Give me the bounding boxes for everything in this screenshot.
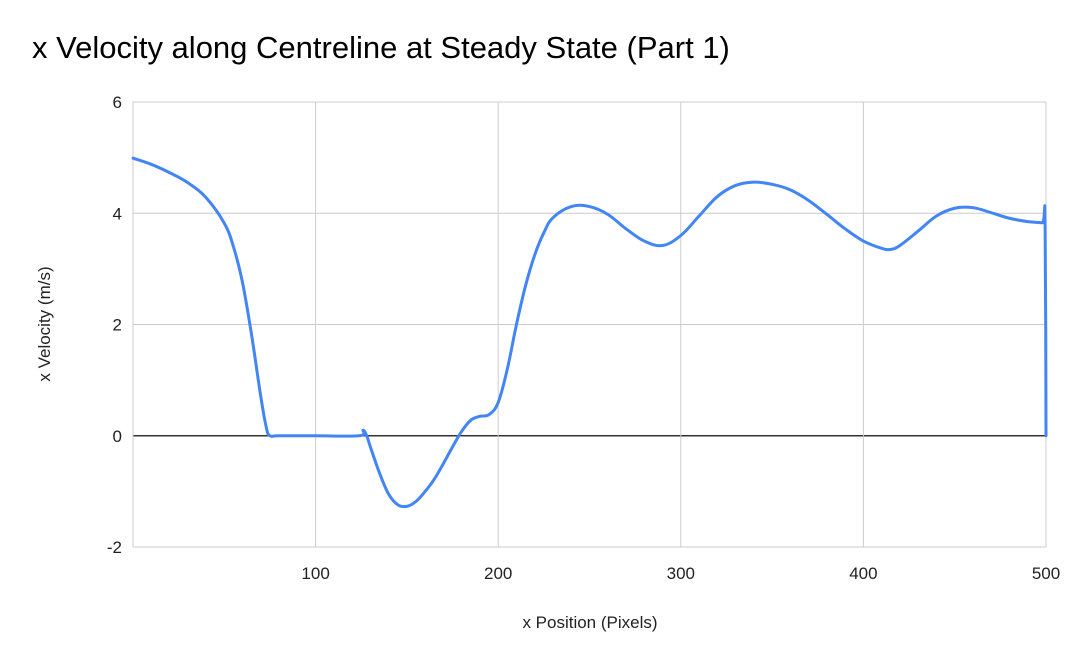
x-tick-label: 500	[1032, 564, 1060, 583]
y-tick-label: 0	[113, 427, 122, 446]
y-tick-label: 6	[113, 93, 122, 112]
chart-title: x Velocity along Centreline at Steady St…	[32, 30, 730, 65]
tick-labels: -2 0 2 4 6 100 200 300 400 500	[107, 93, 1060, 583]
series-lines	[131, 156, 1048, 509]
x-tick-label: 200	[484, 564, 512, 583]
x-tick-label: 100	[301, 564, 329, 583]
y-tick-label: 2	[113, 316, 122, 335]
y-tick-label: 4	[113, 204, 122, 223]
y-tick-label: -2	[107, 538, 122, 557]
grid-lines	[132, 101, 1047, 548]
x-axis-title: x Position (Pixels)	[522, 613, 657, 632]
x-tick-label: 400	[849, 564, 877, 583]
x-tick-label: 300	[667, 564, 695, 583]
series-line	[131, 156, 1048, 509]
y-axis-title: x Velocity (m/s)	[35, 266, 54, 381]
